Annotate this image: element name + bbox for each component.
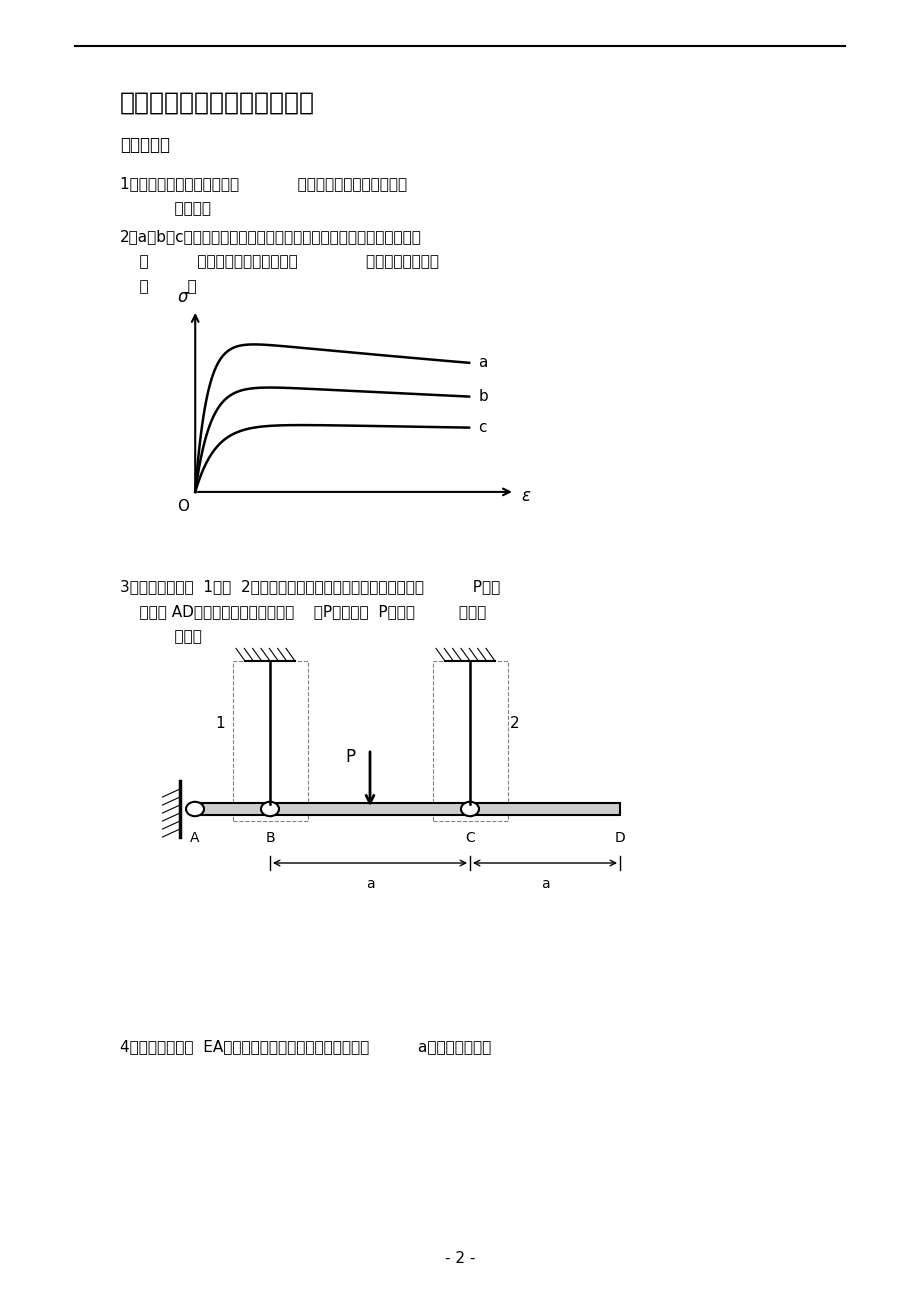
Text: 1: 1: [215, 716, 224, 730]
Bar: [432, 661, 507, 821]
Text: b: b: [478, 389, 487, 405]
Text: P: P: [345, 748, 355, 766]
Circle shape: [460, 801, 479, 816]
Text: 刚性梁 AD上移动。结构的许可载荷    ［P］是根据  P作用于         点处确: 刚性梁 AD上移动。结构的许可载荷 ［P］是根据 P作用于 点处确: [119, 604, 486, 619]
Text: c: c: [478, 420, 486, 435]
Text: a: a: [365, 877, 374, 891]
Text: - 2 -: - 2 -: [444, 1252, 475, 1266]
Text: 一、填空题: 一、填空题: [119, 137, 170, 154]
Text: C: C: [465, 831, 474, 846]
Text: 第一、二章拉伸、压缩与剪切: 第一、二章拉伸、压缩与剪切: [119, 91, 314, 114]
Text: B: B: [265, 831, 275, 846]
Text: D: D: [614, 831, 625, 846]
Text: ε: ε: [520, 487, 529, 505]
Text: 1、铸铁压缩试件，破坏是在            截面发生剪切错动，是由于: 1、铸铁压缩试件，破坏是在 截面发生剪切错动，是由于: [119, 176, 441, 191]
Text: 2、a、b、c三种材料的应力－应变曲线如图所示。其中强度最高的材料: 2、a、b、c三种材料的应力－应变曲线如图所示。其中强度最高的材料: [119, 229, 422, 245]
Text: O: O: [176, 500, 188, 514]
Text: a: a: [478, 355, 487, 371]
Text: a: a: [540, 877, 549, 891]
Text: 定的。: 定的。: [154, 628, 201, 644]
Text: 2: 2: [510, 716, 519, 730]
Text: 引起的。: 引起的。: [154, 200, 210, 216]
Circle shape: [261, 801, 278, 816]
Text: 是          ，弹性模量最小的材料是              ，塑性最好的材料: 是 ，弹性模量最小的材料是 ，塑性最好的材料: [119, 254, 438, 269]
Text: A: A: [190, 831, 199, 846]
Bar: [233, 661, 307, 821]
Text: 是        。: 是 。: [119, 278, 197, 294]
Circle shape: [186, 801, 204, 816]
Text: 3、图示结构中杆  1和杆  2的截面面积和拉压许用应力均相同，设载荷          P可在: 3、图示结构中杆 1和杆 2的截面面积和拉压许用应力均相同，设载荷 P可在: [119, 579, 500, 595]
Text: σ: σ: [177, 289, 188, 307]
Text: 4、五根抗拉刚度  EA相同的直杆较接成如图所示之边长为          a的正方形结构，: 4、五根抗拉刚度 EA相同的直杆较接成如图所示之边长为 a的正方形结构，: [119, 1039, 491, 1054]
Bar: [195, 803, 619, 814]
